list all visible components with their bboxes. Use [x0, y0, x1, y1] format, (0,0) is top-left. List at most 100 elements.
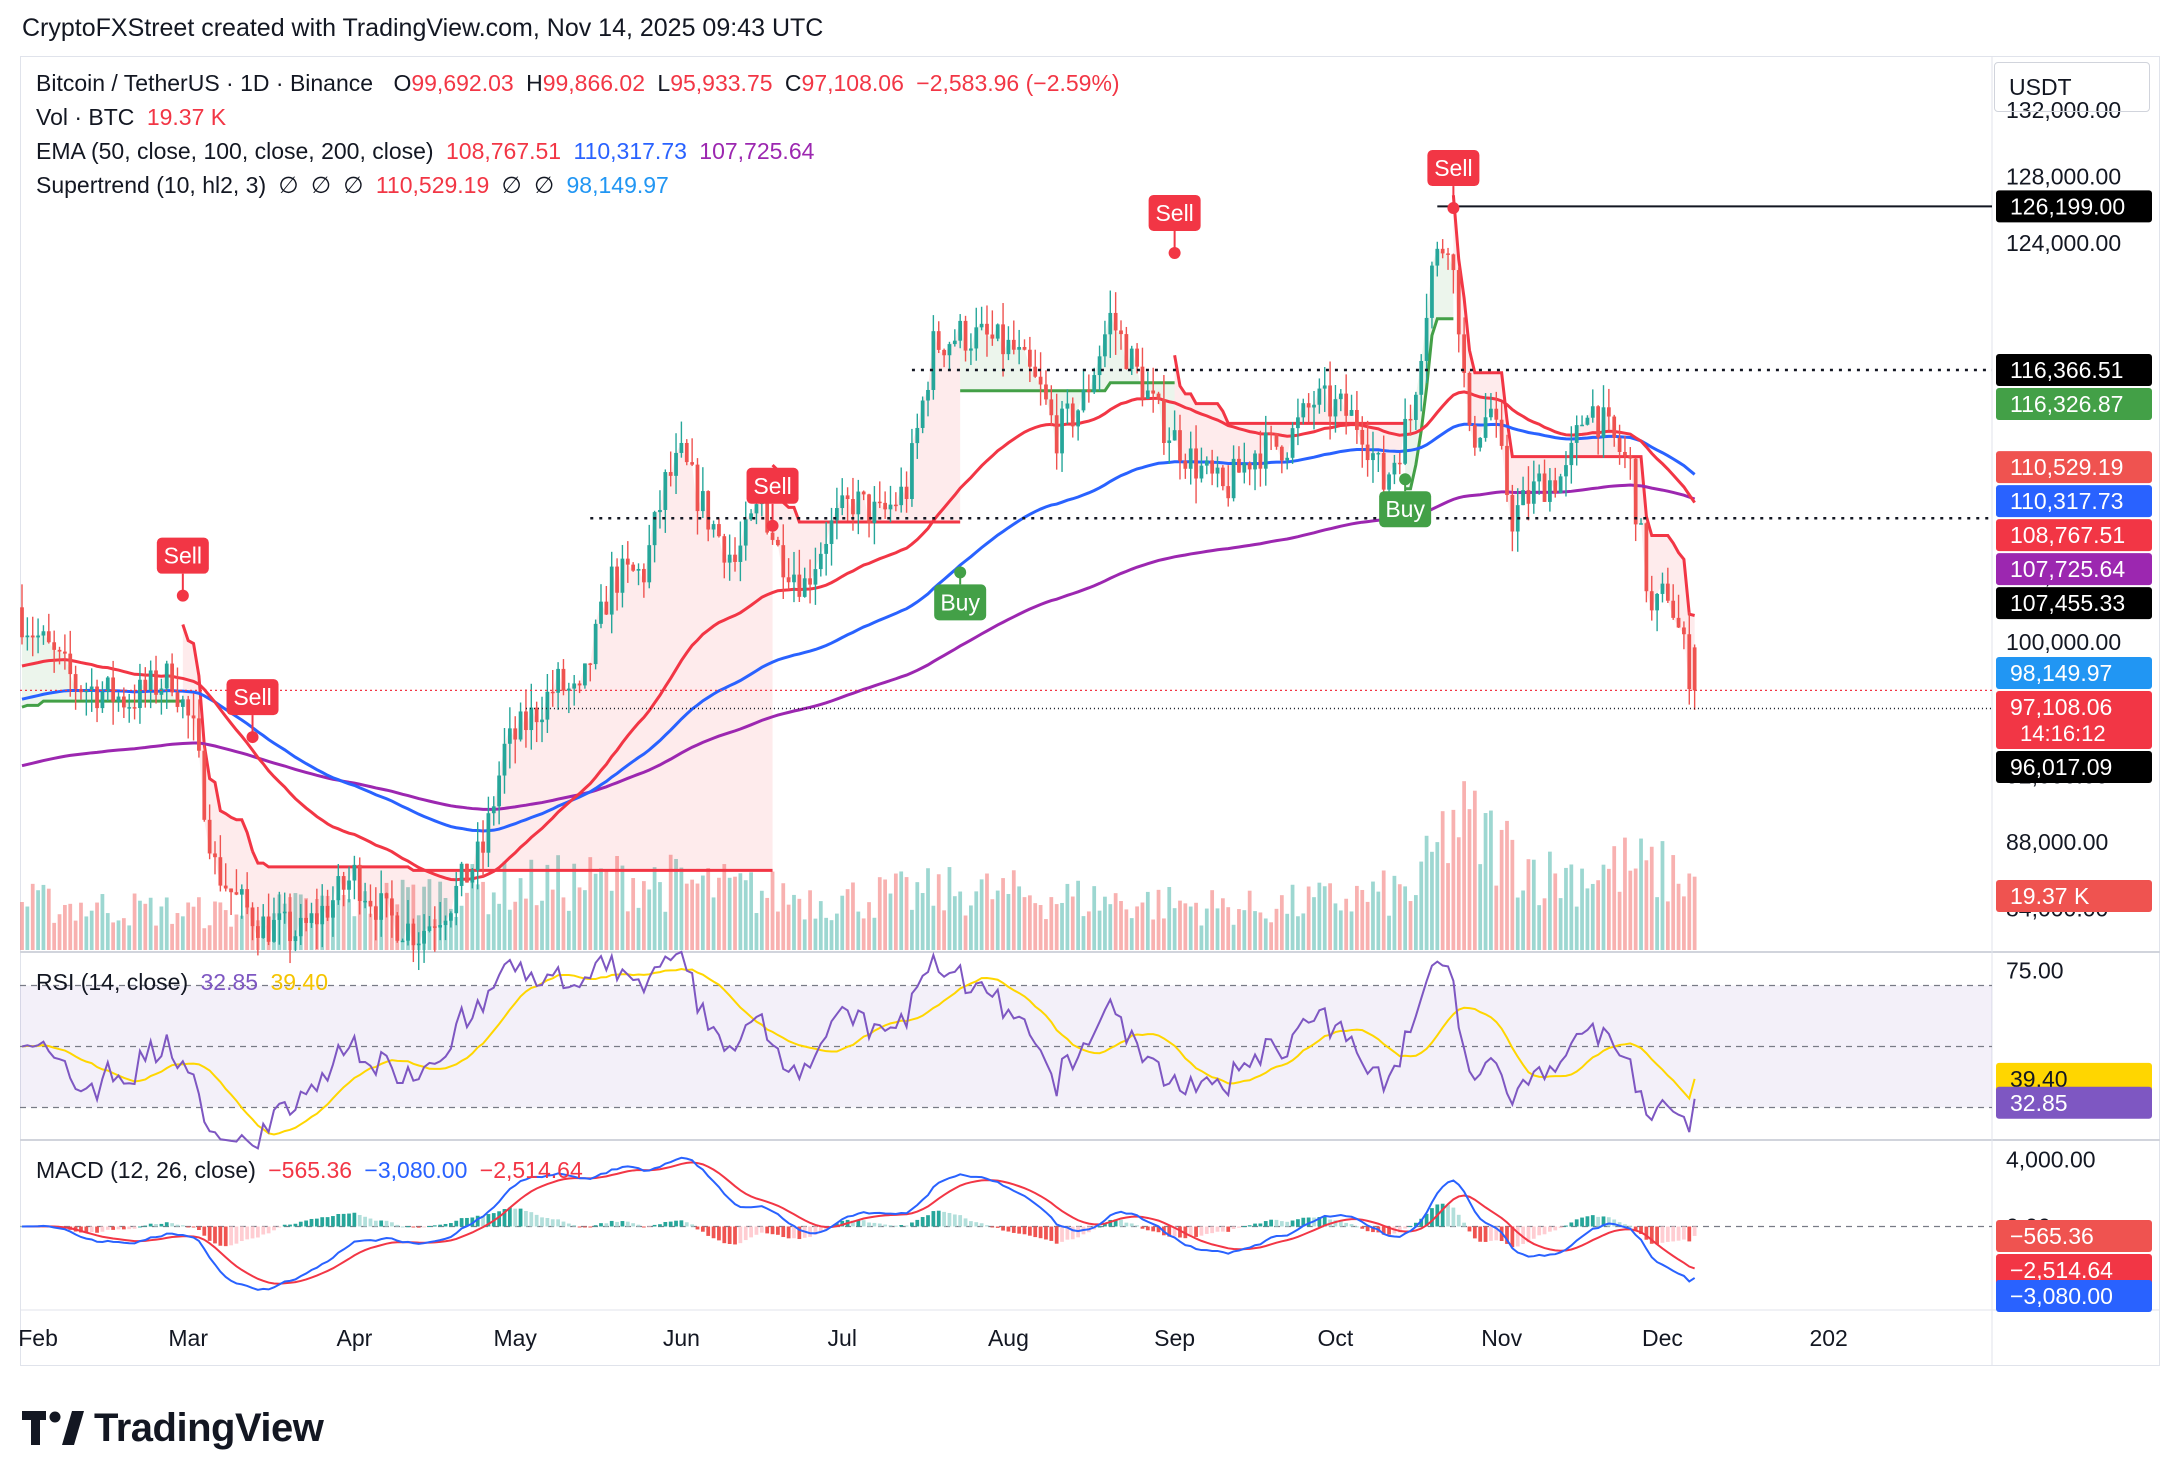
macd-histogram-bar: [223, 1226, 228, 1247]
macd-histogram-bar: [1542, 1226, 1547, 1235]
macd-histogram-bar: [1049, 1226, 1054, 1241]
candle-body: [363, 900, 367, 903]
volume-bar: [1456, 837, 1461, 950]
volume-bar: [239, 915, 244, 950]
macd-histogram-bar: [1113, 1219, 1118, 1227]
candle-body: [95, 686, 99, 709]
macd-histogram-bar: [1220, 1226, 1225, 1232]
candle-body: [100, 691, 105, 709]
price-tag-bg: [1996, 387, 2152, 420]
volume-bar: [1655, 897, 1659, 950]
macd-histogram-bar: [89, 1226, 94, 1233]
currency-selector[interactable]: USDT: [1994, 62, 2150, 112]
volume-bar: [990, 899, 995, 950]
legend-ema[interactable]: EMA (50, close, 100, close, 200, close) …: [36, 138, 820, 165]
candle-body: [813, 569, 818, 585]
candle-body: [470, 870, 475, 883]
candle-body: [1274, 433, 1279, 447]
macd-histogram-bar: [368, 1218, 373, 1227]
rsi-ma-value: 39.40: [270, 969, 329, 995]
candle-body: [395, 915, 400, 941]
volume-bar: [1505, 820, 1509, 950]
macd-histogram-bar: [1451, 1207, 1456, 1227]
candle-body: [1097, 356, 1102, 376]
candle-body: [341, 876, 346, 890]
candle-body: [1237, 458, 1241, 473]
volume-bar: [920, 893, 925, 950]
volume-bar: [170, 923, 174, 950]
rsi-ma-line: [21, 967, 1696, 1136]
time-tick-label: May: [493, 1325, 537, 1351]
time-axis: Feb Mar Apr May Jun Jul Aug Sep Oct Nov Dec 202: [18, 1325, 1848, 1351]
macd-pane: [20, 1156, 1992, 1291]
macd-histogram-bar: [1585, 1216, 1590, 1227]
macd-histogram-bar: [770, 1226, 775, 1235]
tradingview-logo[interactable]: TradingView: [22, 1400, 324, 1456]
candle-body: [1430, 265, 1434, 318]
volume-bar: [1360, 889, 1365, 950]
candle-body: [41, 631, 46, 636]
volume-bar: [577, 887, 582, 950]
candle-body: [197, 718, 201, 751]
macd-histogram-bar: [154, 1224, 158, 1227]
candle-body: [1553, 480, 1558, 493]
supertrend-na-4: ∅: [501, 172, 522, 198]
volume-bar: [95, 902, 99, 950]
legend-change: −2,583.96 (−2.59%): [916, 70, 1120, 96]
macd-histogram-bar: [1054, 1226, 1059, 1244]
macd-histogram-bar: [416, 1226, 421, 1228]
macd-histogram-bar: [266, 1226, 271, 1234]
price-tag: 107,725.64: [2010, 556, 2125, 582]
candle-body: [920, 400, 925, 428]
candle-body: [781, 545, 786, 578]
candle-body: [1505, 445, 1509, 496]
macd-histogram-bar: [277, 1226, 282, 1228]
macd-histogram-bar: [159, 1223, 164, 1227]
macd-histogram-bar: [352, 1212, 357, 1227]
candle-body: [379, 893, 384, 920]
macd-histogram-bar: [722, 1226, 727, 1244]
candle-body: [1215, 467, 1220, 474]
time-tick-label: Apr: [336, 1325, 372, 1351]
macd-histogram-bar: [1440, 1203, 1445, 1227]
volume-bar: [234, 914, 239, 950]
legend-supertrend[interactable]: Supertrend (10, hl2, 3) ∅ ∅ ∅ 110,529.19…: [36, 172, 675, 199]
candle-body: [132, 707, 137, 709]
candle-body: [604, 601, 609, 615]
volume-bar: [1392, 875, 1397, 950]
volume-bar: [121, 918, 126, 950]
macd-histogram-bar: [1687, 1226, 1692, 1242]
candle-body: [298, 917, 303, 937]
legend-rsi[interactable]: RSI (14, close) 32.85 39.40: [36, 969, 334, 996]
macd-histogram-bar: [706, 1226, 711, 1236]
macd-histogram-bar: [1505, 1226, 1509, 1244]
legend-symbol[interactable]: Bitcoin / TetherUS · 1D · Binance: [36, 70, 374, 96]
volume-bar: [1537, 905, 1542, 950]
volume-bar: [534, 905, 539, 950]
volume-bar: [717, 877, 721, 950]
candle-body: [1462, 334, 1466, 373]
volume-bar: [1403, 886, 1408, 950]
volume-bar: [743, 880, 748, 950]
macd-histogram-bar: [1510, 1226, 1515, 1248]
volume-value: 19.37 K: [146, 104, 227, 130]
legend-ohlc[interactable]: Bitcoin / TetherUS · 1D · Binance O99,69…: [36, 70, 1126, 97]
volume-bar: [995, 890, 1000, 950]
volume-bar: [1215, 908, 1220, 950]
candle-body: [985, 323, 989, 335]
volume-bar: [599, 868, 603, 950]
legend-macd[interactable]: MACD (12, 26, close) −565.36 −3,080.00 −…: [36, 1157, 589, 1184]
macd-histogram-bar: [105, 1226, 110, 1230]
volume-bar: [625, 911, 630, 950]
macd-histogram-bar: [910, 1222, 914, 1227]
volume-bar: [309, 913, 314, 950]
volume-bar: [63, 904, 67, 950]
macd-histogram-bar: [411, 1226, 416, 1228]
volume-bar: [733, 876, 737, 950]
macd-histogram-bar: [1290, 1220, 1295, 1227]
signal-badge: [934, 584, 987, 621]
legend-volume[interactable]: Vol · BTC 19.37 K: [36, 104, 232, 131]
low-label: L: [657, 70, 671, 96]
volume-bar: [969, 905, 973, 950]
